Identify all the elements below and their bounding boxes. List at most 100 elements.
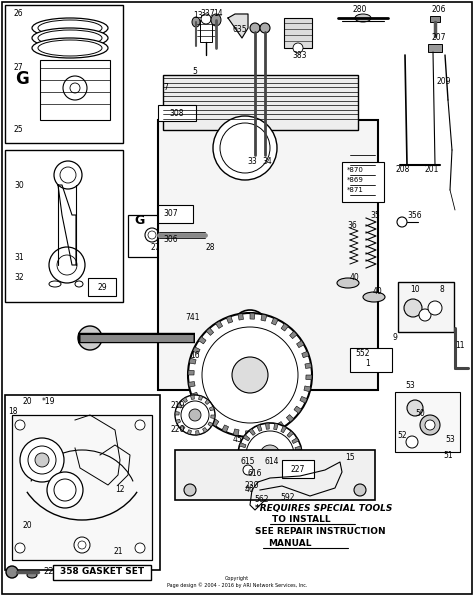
Text: 227: 227 (291, 464, 305, 473)
Circle shape (135, 543, 145, 553)
Ellipse shape (192, 17, 200, 27)
Circle shape (250, 23, 260, 33)
Polygon shape (249, 429, 255, 435)
Polygon shape (265, 423, 269, 429)
Polygon shape (199, 337, 206, 344)
Polygon shape (176, 419, 181, 424)
Polygon shape (245, 431, 250, 437)
Polygon shape (285, 474, 291, 482)
Polygon shape (238, 460, 245, 464)
Circle shape (201, 14, 211, 24)
Ellipse shape (32, 38, 108, 58)
Ellipse shape (27, 572, 37, 578)
Circle shape (70, 83, 80, 93)
Polygon shape (243, 434, 250, 441)
Text: 614: 614 (265, 458, 279, 467)
Text: 52: 52 (397, 430, 407, 439)
Polygon shape (239, 443, 246, 448)
Text: 45: 45 (233, 436, 243, 445)
Circle shape (35, 453, 49, 467)
Text: 20: 20 (22, 520, 32, 529)
Circle shape (428, 301, 442, 315)
Polygon shape (199, 396, 203, 401)
Bar (342, 162, 384, 202)
Text: 27: 27 (13, 64, 23, 73)
Ellipse shape (38, 30, 102, 46)
Circle shape (47, 472, 83, 508)
Circle shape (181, 401, 209, 429)
Circle shape (15, 420, 25, 430)
Polygon shape (196, 402, 203, 409)
Polygon shape (241, 467, 248, 472)
Bar (284, 18, 312, 48)
Polygon shape (272, 318, 278, 325)
Polygon shape (290, 469, 297, 475)
Polygon shape (281, 324, 288, 331)
Circle shape (404, 299, 422, 317)
Circle shape (145, 228, 159, 242)
Bar (200, 20, 212, 42)
Polygon shape (294, 462, 301, 467)
Text: 34: 34 (262, 157, 272, 166)
Bar (430, 16, 440, 22)
Circle shape (28, 446, 56, 474)
Polygon shape (273, 423, 278, 430)
Ellipse shape (211, 14, 221, 26)
Polygon shape (191, 395, 194, 399)
Text: *REQUIRES SPECIAL TOOLS: *REQUIRES SPECIAL TOOLS (255, 504, 392, 513)
Polygon shape (297, 340, 304, 347)
Polygon shape (193, 347, 200, 353)
Text: 40: 40 (350, 274, 360, 283)
Ellipse shape (32, 28, 108, 48)
Bar (175, 450, 375, 500)
Text: 337: 337 (201, 10, 215, 18)
Text: 29: 29 (97, 283, 107, 291)
Ellipse shape (75, 281, 83, 287)
Circle shape (238, 423, 302, 487)
Circle shape (220, 123, 270, 173)
Text: 20: 20 (22, 398, 32, 406)
Polygon shape (228, 14, 248, 38)
Circle shape (213, 116, 277, 180)
Polygon shape (254, 477, 259, 484)
Text: 201: 201 (425, 166, 439, 175)
Bar (428, 44, 442, 52)
Polygon shape (189, 358, 196, 364)
Circle shape (232, 357, 268, 393)
Text: 209: 209 (437, 77, 451, 86)
Text: 36: 36 (347, 221, 357, 229)
Polygon shape (257, 424, 262, 432)
Circle shape (406, 436, 418, 448)
Polygon shape (177, 403, 182, 408)
Circle shape (293, 43, 303, 53)
Polygon shape (202, 427, 208, 433)
Text: 26: 26 (13, 8, 23, 17)
Text: 27: 27 (150, 244, 160, 253)
Circle shape (148, 231, 156, 239)
Polygon shape (262, 480, 266, 487)
Text: 383: 383 (293, 51, 307, 60)
Bar (88, 278, 116, 296)
Text: *871: *871 (347, 187, 364, 193)
Text: 615: 615 (241, 458, 255, 467)
Text: *19: *19 (42, 398, 55, 406)
Circle shape (232, 310, 268, 346)
Polygon shape (294, 406, 301, 414)
Text: MANUAL: MANUAL (268, 539, 311, 548)
Text: 46: 46 (245, 486, 255, 495)
Polygon shape (305, 363, 311, 368)
Polygon shape (203, 411, 210, 419)
Circle shape (260, 445, 280, 465)
Polygon shape (188, 370, 194, 375)
Circle shape (78, 326, 102, 350)
Polygon shape (196, 430, 200, 435)
Circle shape (425, 420, 435, 430)
Polygon shape (271, 481, 274, 487)
Polygon shape (302, 351, 309, 358)
Bar (12, 415, 152, 560)
Circle shape (6, 566, 18, 578)
Circle shape (74, 537, 90, 553)
Text: G: G (134, 215, 144, 228)
Polygon shape (226, 316, 233, 323)
Bar (53, 565, 151, 580)
